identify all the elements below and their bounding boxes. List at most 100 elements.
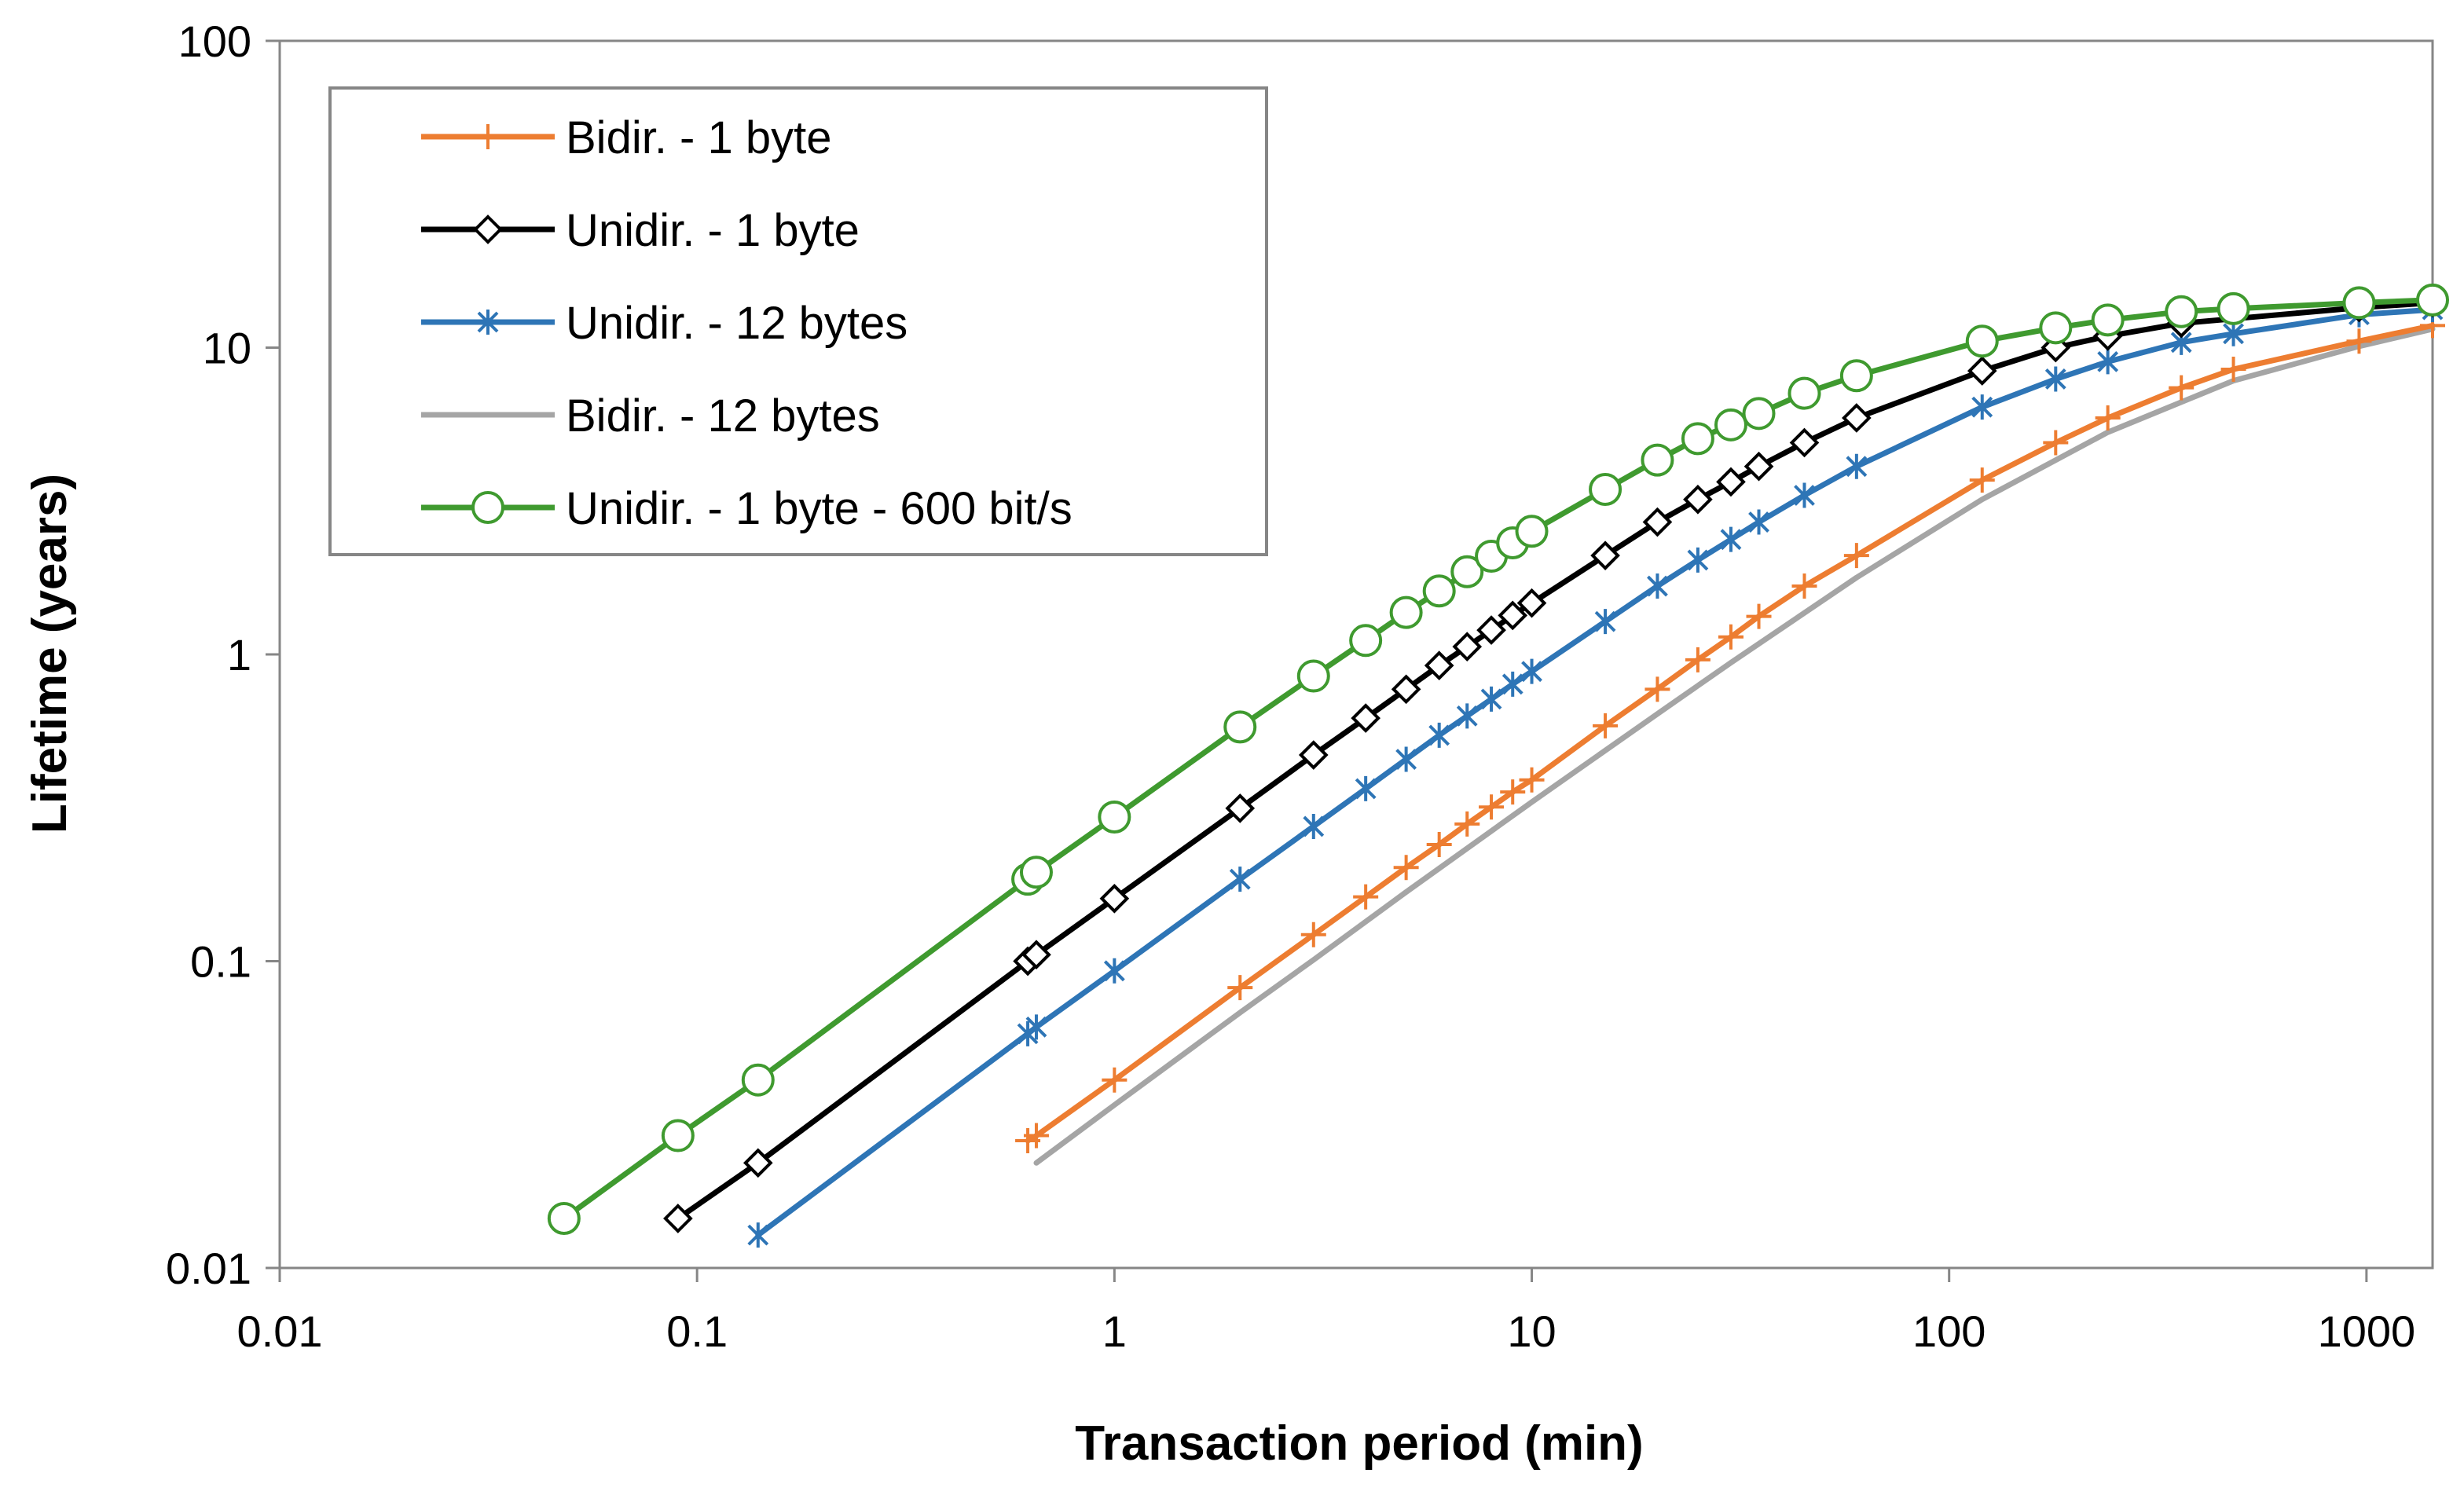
data-point (1456, 703, 1478, 729)
data-point (1843, 543, 1869, 569)
y-tick-label: 0.1 (190, 937, 251, 987)
data-point (1516, 588, 1547, 618)
data-point (1521, 658, 1542, 684)
data-point (1971, 394, 1993, 420)
data-point (1714, 408, 1747, 442)
data-point (477, 310, 499, 335)
legend-label: Unidir. - 12 bytes (566, 298, 908, 349)
data-point (2216, 291, 2250, 325)
data-point (1229, 867, 1251, 892)
data-point (1422, 574, 1456, 608)
legend-item: Bidir. - 1 byte (421, 112, 831, 163)
data-point (1969, 467, 1995, 493)
x-tick-label: 1 (1102, 1306, 1127, 1356)
legend-label: Bidir. - 1 byte (566, 112, 831, 163)
data-point (1227, 975, 1253, 1001)
data-point (1021, 940, 1051, 970)
data-point (1023, 1123, 1049, 1149)
y-tick-label: 100 (178, 16, 251, 66)
y-axis-ticks: 0.01 0.1 1 10 100 (166, 16, 280, 1293)
data-point (1748, 509, 1769, 535)
y-tick-label: 10 (203, 324, 251, 373)
x-axis-title: Transaction period (min) (1075, 1416, 1643, 1471)
x-tick-label: 0.1 (666, 1306, 728, 1356)
y-tick-label: 0.01 (166, 1244, 251, 1293)
legend-label: Bidir. - 12 bytes (566, 390, 880, 442)
data-point (471, 491, 504, 524)
x-tick-label: 0.01 (237, 1306, 323, 1356)
data-point (1685, 647, 1710, 672)
data-point (1965, 324, 1999, 358)
data-point (663, 1204, 693, 1233)
series-line (1033, 326, 2436, 1166)
series-3 (1033, 326, 2436, 1166)
data-point (1789, 427, 1820, 458)
x-tick-label: 1000 (2318, 1306, 2416, 1356)
data-point (1223, 710, 1257, 744)
data-point (2223, 321, 2244, 346)
data-point (1647, 573, 1668, 599)
data-point (1590, 540, 1620, 571)
data-point (1351, 703, 1380, 733)
legend-item: Unidir. - 12 bytes (421, 298, 908, 349)
data-point (1718, 624, 1744, 650)
data-point (2095, 405, 2121, 431)
data-point (1355, 775, 1377, 801)
data-point (2169, 375, 2194, 401)
data-point (747, 1222, 769, 1248)
y-tick-label: 1 (227, 630, 251, 680)
data-point (1744, 451, 1774, 482)
data-point (1846, 453, 1868, 479)
data-point (1594, 609, 1616, 635)
data-point (1391, 674, 1421, 705)
data-point (2039, 311, 2073, 345)
data-point (2044, 366, 2066, 392)
data-point (1746, 603, 1772, 629)
data-point (1389, 595, 1423, 629)
data-point (547, 1201, 581, 1235)
data-point (1589, 472, 1622, 506)
data-point (1720, 526, 1742, 552)
data-point (1300, 922, 1326, 947)
data-point (2416, 283, 2449, 317)
data-point (1716, 467, 1746, 497)
x-axis-ticks: 0.01 0.1 1 10 100 1000 (237, 1268, 2416, 1356)
data-point (1839, 359, 1873, 393)
data-point (1500, 779, 1526, 805)
data-point (1450, 555, 1484, 588)
data-point (1593, 713, 1619, 738)
data-point (1225, 793, 1256, 823)
data-point (1099, 883, 1130, 914)
data-point (2346, 328, 2372, 354)
data-point (1102, 1067, 1128, 1093)
y-axis-title: Lifetime (years) (23, 474, 77, 834)
legend-item: Bidir. - 12 bytes (421, 390, 880, 442)
data-point (2097, 349, 2119, 375)
data-point (1788, 376, 1821, 410)
data-point (1019, 856, 1053, 889)
data-point (1098, 801, 1131, 834)
data-point (2220, 357, 2246, 383)
data-point (1426, 832, 1452, 858)
series-2 (747, 297, 2444, 1248)
data-point (1644, 676, 1670, 702)
data-point (1428, 722, 1450, 748)
legend-item: Unidir. - 1 byte (421, 205, 860, 256)
data-point (1515, 515, 1549, 548)
series-group (547, 283, 2449, 1248)
data-point (1393, 855, 1419, 881)
data-point (1794, 482, 1815, 508)
data-point (1519, 767, 1545, 793)
data-point (1498, 600, 1528, 631)
data-point (1642, 507, 1673, 537)
data-point (1842, 403, 1872, 433)
series-0 (1015, 313, 2445, 1153)
legend-label: Unidir. - 1 byte (566, 205, 860, 256)
data-point (1687, 547, 1709, 573)
data-point (1967, 356, 1997, 386)
data-point (1502, 671, 1524, 697)
data-point (1349, 624, 1383, 658)
series-4 (547, 283, 2449, 1235)
